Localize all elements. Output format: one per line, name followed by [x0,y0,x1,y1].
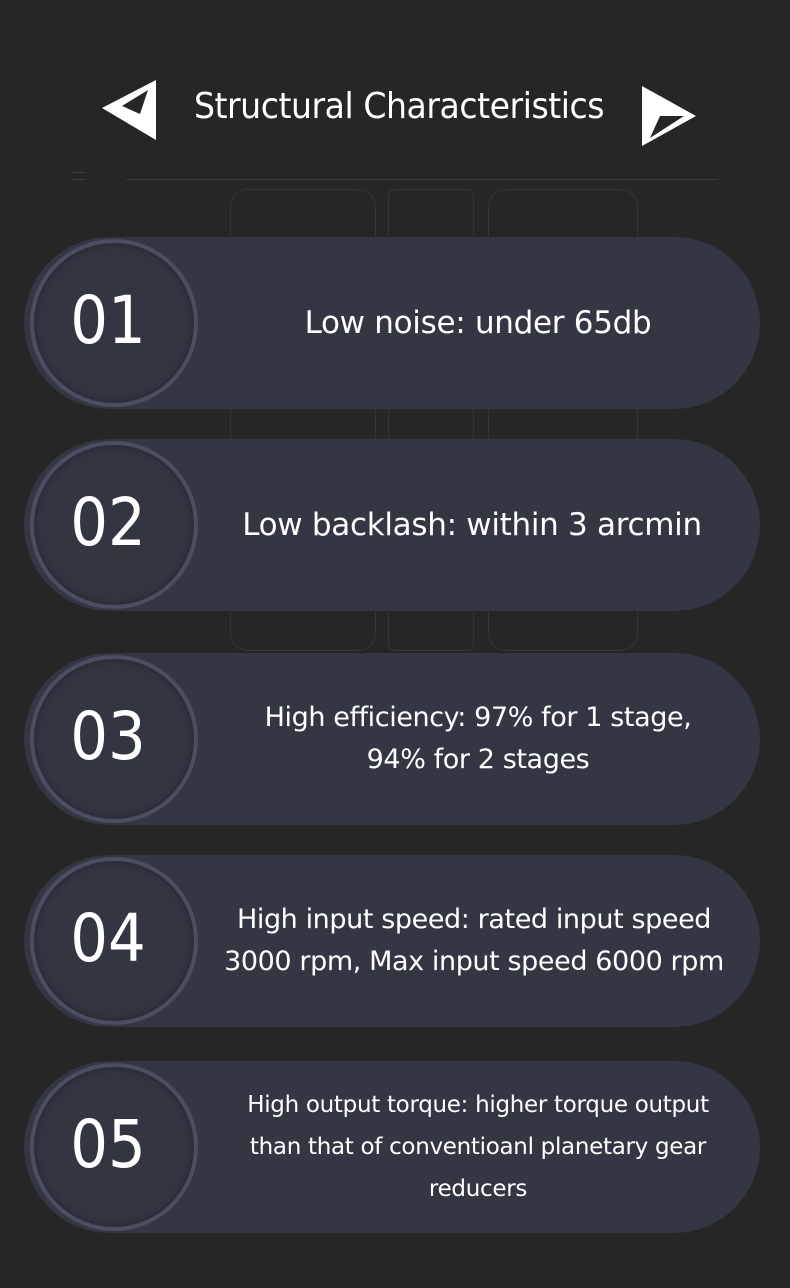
feature-line: High input speed: rated input speed [236,904,712,935]
feature-text: High efficiency: 97% for 1 stage, 94% fo… [204,653,752,825]
feature-line: 94% for 2 stages [366,744,590,775]
feature-line: Low backlash: within 3 arcmin [242,507,702,543]
feature-number: 03 [70,698,146,775]
divider [126,179,718,180]
number-badge [30,655,198,823]
section-header: Structural Characteristics [0,78,790,148]
background-outline [388,189,474,651]
feature-text: Low noise: under 65db [204,237,752,409]
feature-card-2: 02 Low backlash: within 3 arcmin [24,439,760,611]
feature-line: High output torque: higher torque output [247,1092,709,1118]
triangle-left-icon [102,80,156,140]
feature-line: High efficiency: 97% for 1 stage, [264,702,692,733]
feature-number: 04 [70,900,146,977]
feature-line: reducers [428,1176,528,1202]
number-badge [30,857,198,1025]
feature-card-1: 01 Low noise: under 65db [24,237,760,409]
page-title: Structural Characteristics [193,86,605,127]
background-outline [230,189,376,651]
feature-number: 01 [70,282,146,359]
feature-line: than that of conventioanl planetary gear [249,1134,707,1160]
background-outline [488,189,638,651]
feature-number: 05 [70,1106,146,1183]
feature-card-5: 05 High output torque: higher torque out… [24,1061,760,1233]
feature-card-3: 03 High efficiency: 97% for 1 stage, 94%… [24,653,760,825]
number-badge [30,441,198,609]
number-badge [30,239,198,407]
triangle-right-icon [642,86,696,146]
feature-text: High input speed: rated input speed 3000… [196,855,752,1027]
feature-line: Low noise: under 65db [304,305,652,341]
feature-line: 3000 rpm, Max input speed 6000 rpm [224,946,724,977]
feature-card-4: 04 High input speed: rated input speed 3… [24,855,760,1027]
number-badge [30,1063,198,1231]
decorative-lines [72,172,84,180]
feature-number: 02 [70,484,146,561]
feature-text: High output torque: higher torque output… [204,1061,752,1233]
feature-text: Low backlash: within 3 arcmin [192,439,752,611]
